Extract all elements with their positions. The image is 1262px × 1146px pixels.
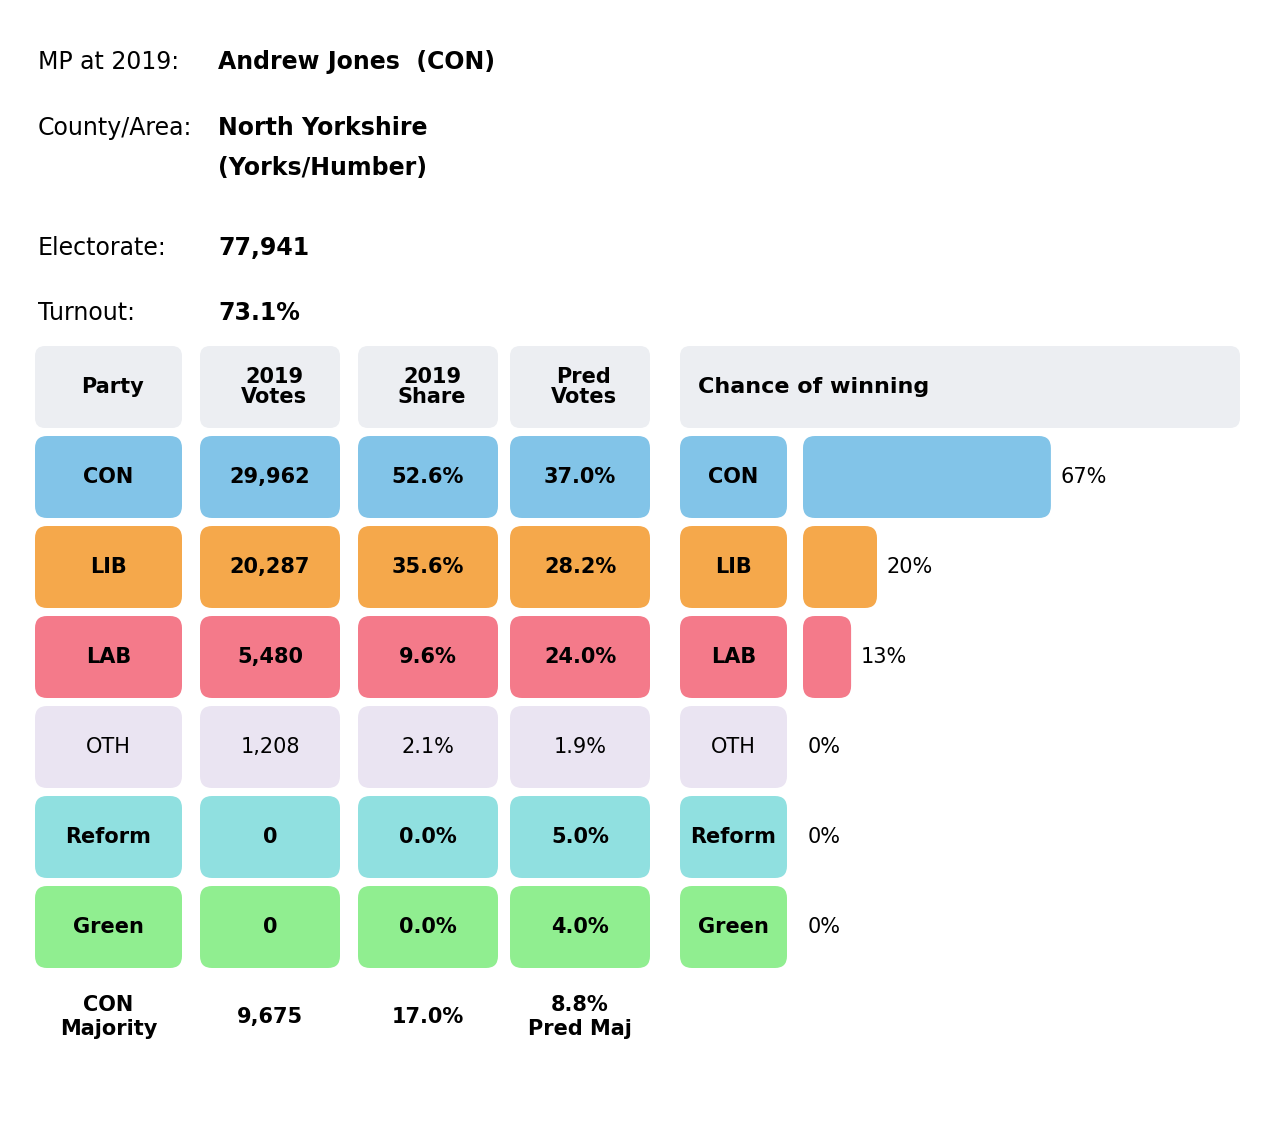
FancyBboxPatch shape bbox=[680, 346, 1241, 427]
FancyBboxPatch shape bbox=[35, 617, 182, 698]
FancyBboxPatch shape bbox=[680, 796, 787, 878]
Text: 9,675: 9,675 bbox=[237, 1007, 303, 1027]
FancyBboxPatch shape bbox=[510, 346, 650, 427]
FancyBboxPatch shape bbox=[510, 526, 650, 609]
FancyBboxPatch shape bbox=[199, 346, 339, 427]
FancyBboxPatch shape bbox=[680, 435, 787, 518]
FancyBboxPatch shape bbox=[35, 526, 182, 609]
Text: 24.0%: 24.0% bbox=[544, 647, 616, 667]
Text: 1,208: 1,208 bbox=[240, 737, 300, 758]
FancyBboxPatch shape bbox=[510, 886, 650, 968]
Text: 20%: 20% bbox=[887, 557, 934, 576]
FancyBboxPatch shape bbox=[510, 706, 650, 788]
Text: Green: Green bbox=[698, 917, 769, 937]
Text: 2019: 2019 bbox=[403, 367, 461, 387]
FancyBboxPatch shape bbox=[358, 617, 498, 698]
Text: Votes: Votes bbox=[241, 387, 307, 407]
Text: Pred: Pred bbox=[557, 367, 611, 387]
Text: 0%: 0% bbox=[808, 917, 840, 937]
Text: CON: CON bbox=[83, 995, 134, 1014]
Text: MP at 2019:: MP at 2019: bbox=[38, 50, 179, 74]
Text: 0: 0 bbox=[262, 917, 278, 937]
Text: Votes: Votes bbox=[551, 387, 617, 407]
FancyBboxPatch shape bbox=[35, 435, 182, 518]
Text: North Yorkshire: North Yorkshire bbox=[218, 116, 428, 140]
Text: Turnout:: Turnout: bbox=[38, 301, 135, 325]
FancyBboxPatch shape bbox=[680, 886, 787, 968]
Text: 8.8%: 8.8% bbox=[551, 995, 608, 1014]
Text: 77,941: 77,941 bbox=[218, 236, 309, 260]
Text: 2.1%: 2.1% bbox=[401, 737, 454, 758]
Text: Party: Party bbox=[81, 377, 144, 397]
Text: Electorate:: Electorate: bbox=[38, 236, 167, 260]
Text: OTH: OTH bbox=[86, 737, 131, 758]
Text: Andrew Jones  (CON): Andrew Jones (CON) bbox=[218, 50, 495, 74]
FancyBboxPatch shape bbox=[199, 526, 339, 609]
FancyBboxPatch shape bbox=[803, 526, 877, 609]
Text: Share: Share bbox=[398, 387, 466, 407]
Text: 17.0%: 17.0% bbox=[392, 1007, 464, 1027]
FancyBboxPatch shape bbox=[680, 617, 787, 698]
Text: LAB: LAB bbox=[86, 647, 131, 667]
Text: County/Area:: County/Area: bbox=[38, 116, 192, 140]
FancyBboxPatch shape bbox=[358, 886, 498, 968]
Text: LIB: LIB bbox=[716, 557, 752, 576]
FancyBboxPatch shape bbox=[35, 346, 182, 427]
Text: 2019: 2019 bbox=[245, 367, 303, 387]
Text: 0%: 0% bbox=[808, 827, 840, 847]
Text: CON: CON bbox=[83, 468, 134, 487]
FancyBboxPatch shape bbox=[510, 435, 650, 518]
Text: 28.2%: 28.2% bbox=[544, 557, 616, 576]
Text: Majority: Majority bbox=[59, 1019, 158, 1039]
Text: 20,287: 20,287 bbox=[230, 557, 310, 576]
Text: 67%: 67% bbox=[1061, 468, 1107, 487]
FancyBboxPatch shape bbox=[199, 435, 339, 518]
Text: 73.1%: 73.1% bbox=[218, 301, 300, 325]
FancyBboxPatch shape bbox=[358, 435, 498, 518]
FancyBboxPatch shape bbox=[510, 617, 650, 698]
Text: 5.0%: 5.0% bbox=[551, 827, 610, 847]
Text: 5,480: 5,480 bbox=[237, 647, 303, 667]
Text: (Yorks/Humber): (Yorks/Humber) bbox=[218, 156, 427, 180]
Text: 0.0%: 0.0% bbox=[399, 827, 457, 847]
FancyBboxPatch shape bbox=[199, 886, 339, 968]
Text: LAB: LAB bbox=[711, 647, 756, 667]
Text: 0%: 0% bbox=[808, 737, 840, 758]
Text: CON: CON bbox=[708, 468, 758, 487]
Text: 35.6%: 35.6% bbox=[391, 557, 464, 576]
Text: 52.6%: 52.6% bbox=[391, 468, 464, 487]
FancyBboxPatch shape bbox=[35, 796, 182, 878]
Text: 29,962: 29,962 bbox=[230, 468, 310, 487]
FancyBboxPatch shape bbox=[680, 706, 787, 788]
FancyBboxPatch shape bbox=[510, 796, 650, 878]
Text: Reform: Reform bbox=[66, 827, 151, 847]
Text: 9.6%: 9.6% bbox=[399, 647, 457, 667]
FancyBboxPatch shape bbox=[35, 886, 182, 968]
FancyBboxPatch shape bbox=[358, 796, 498, 878]
FancyBboxPatch shape bbox=[358, 526, 498, 609]
Text: Chance of winning: Chance of winning bbox=[698, 377, 929, 397]
Text: Reform: Reform bbox=[690, 827, 776, 847]
FancyBboxPatch shape bbox=[680, 526, 787, 609]
Text: 1.9%: 1.9% bbox=[554, 737, 607, 758]
Text: LIB: LIB bbox=[90, 557, 127, 576]
Text: 0: 0 bbox=[262, 827, 278, 847]
FancyBboxPatch shape bbox=[358, 706, 498, 788]
Text: 13%: 13% bbox=[861, 647, 907, 667]
Text: Green: Green bbox=[73, 917, 144, 937]
Text: 4.0%: 4.0% bbox=[551, 917, 608, 937]
FancyBboxPatch shape bbox=[358, 346, 498, 427]
FancyBboxPatch shape bbox=[199, 706, 339, 788]
Text: 0.0%: 0.0% bbox=[399, 917, 457, 937]
FancyBboxPatch shape bbox=[199, 796, 339, 878]
FancyBboxPatch shape bbox=[803, 617, 851, 698]
Text: OTH: OTH bbox=[711, 737, 756, 758]
Text: Pred Maj: Pred Maj bbox=[528, 1019, 632, 1039]
FancyBboxPatch shape bbox=[803, 435, 1051, 518]
FancyBboxPatch shape bbox=[35, 706, 182, 788]
FancyBboxPatch shape bbox=[199, 617, 339, 698]
Text: 37.0%: 37.0% bbox=[544, 468, 616, 487]
